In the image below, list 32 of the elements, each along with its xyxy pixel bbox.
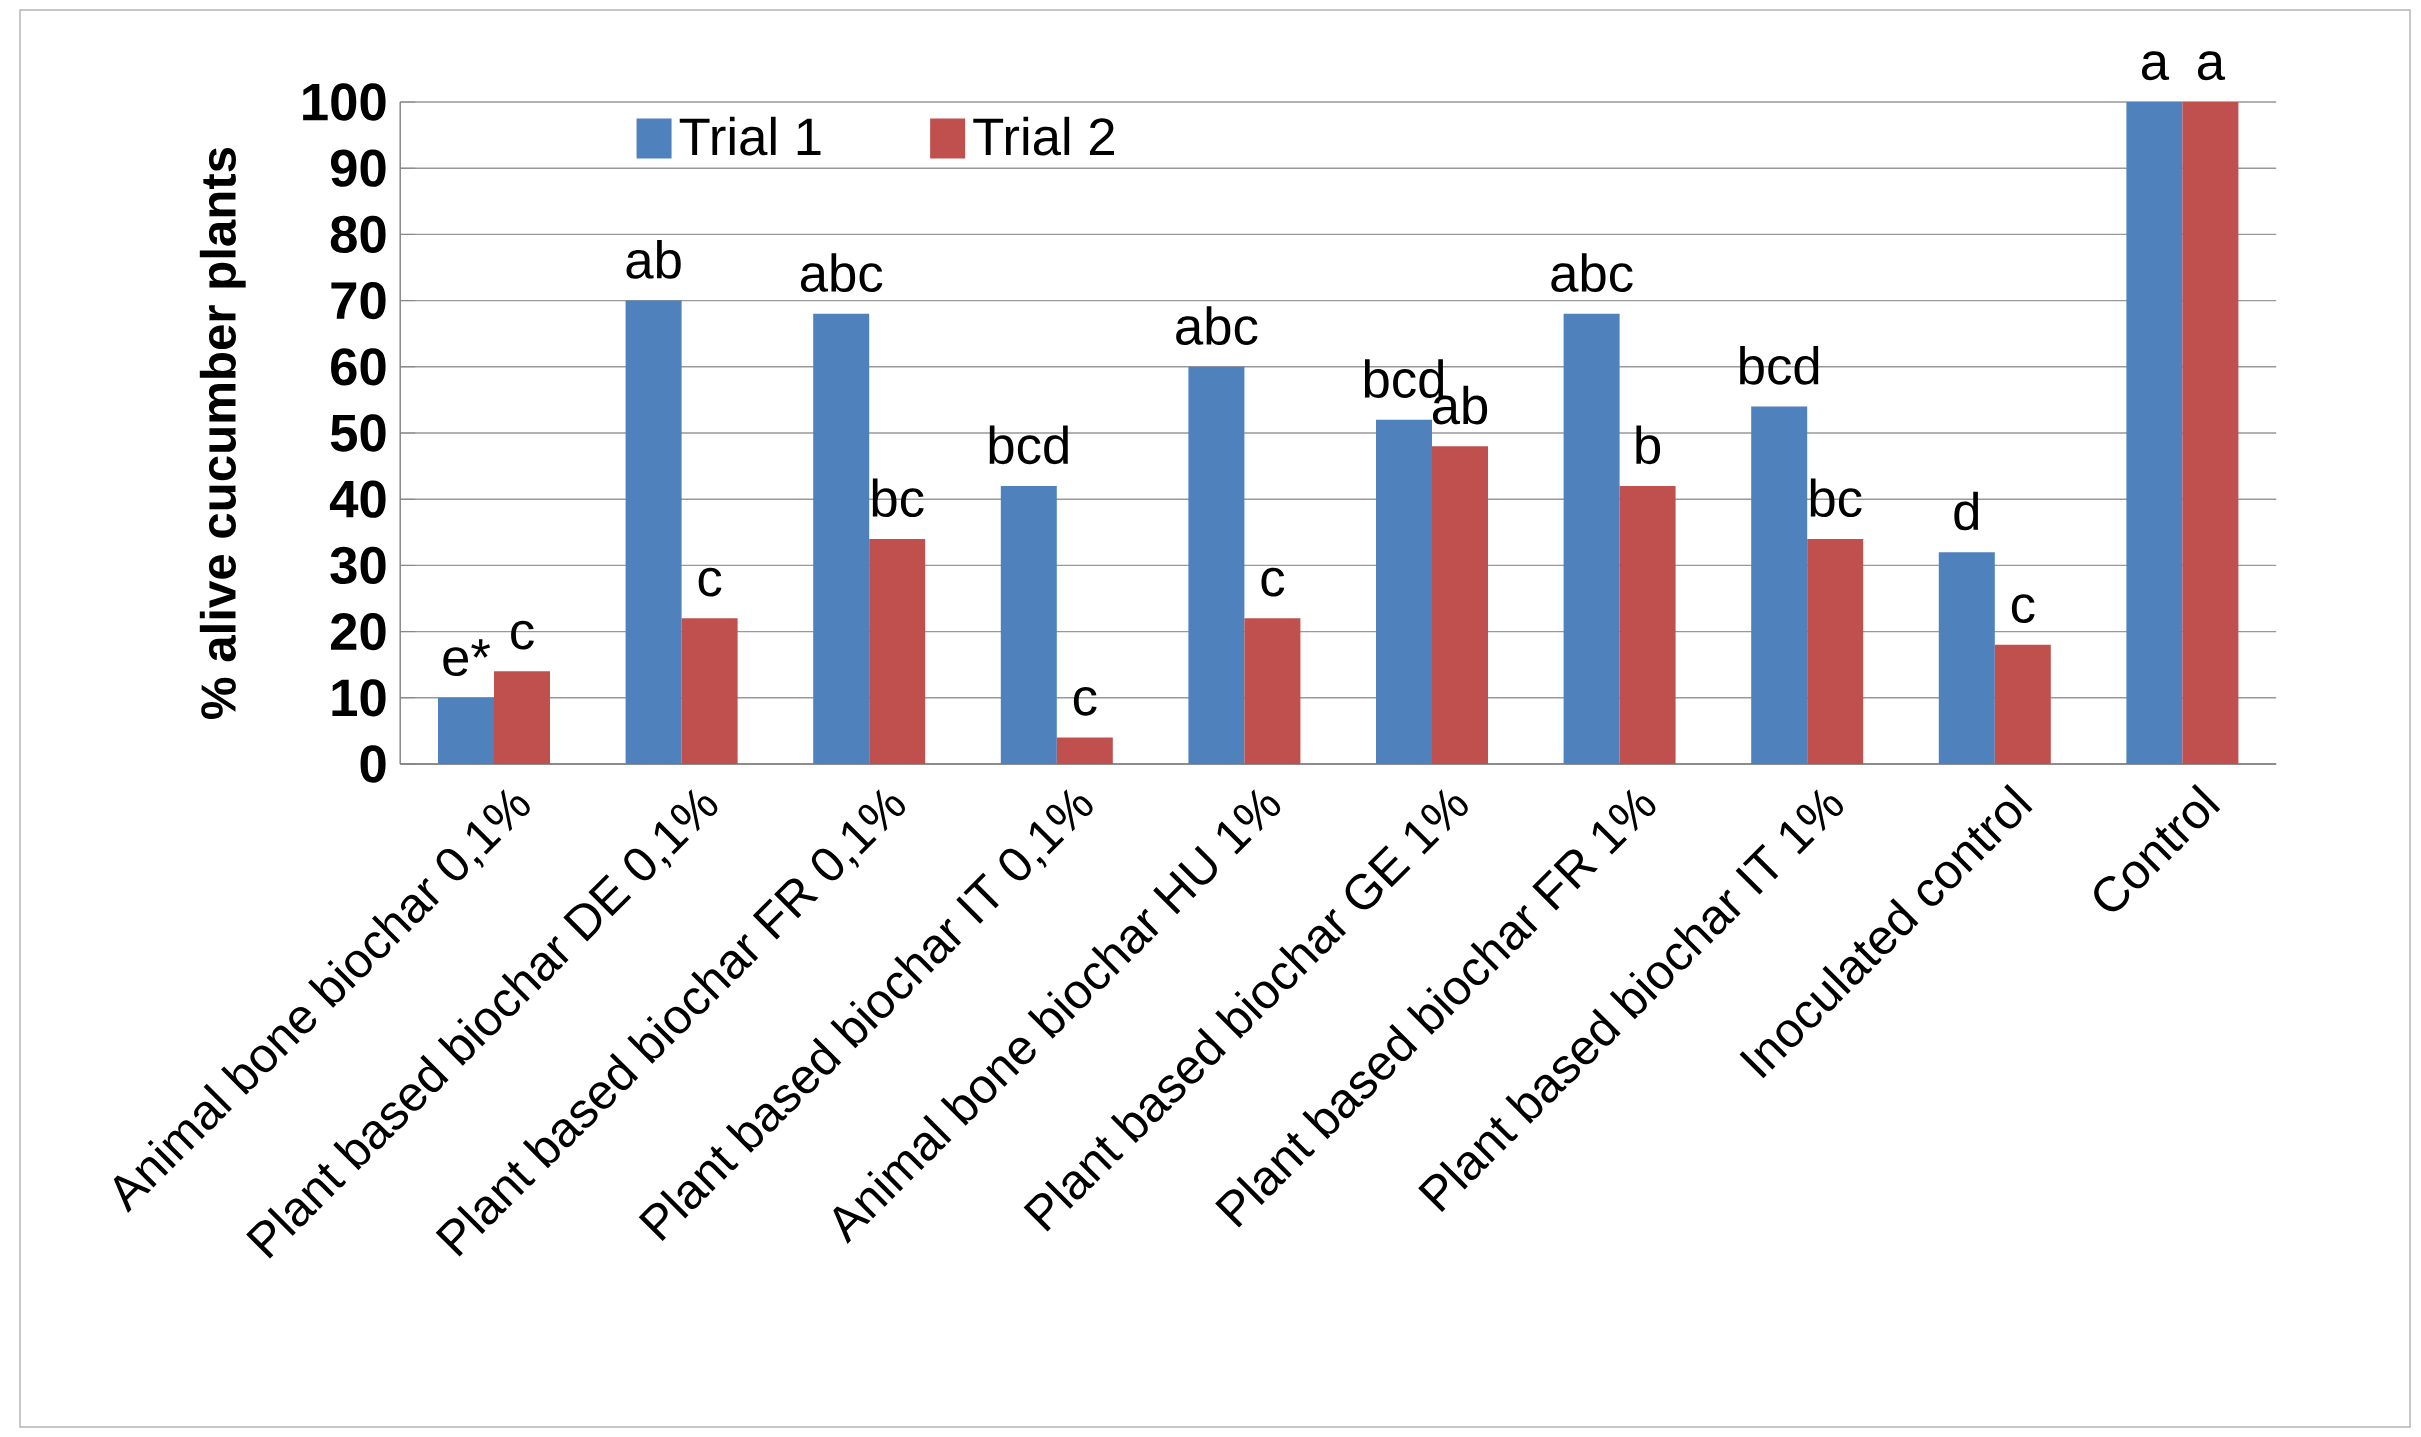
annotation: c: [2011, 594, 2035, 624]
y-tick-label: 90: [330, 149, 386, 187]
y-tick-label: 30: [330, 546, 386, 585]
annotation: b: [1636, 425, 1661, 465]
annotation: e*: [443, 639, 491, 676]
annotation: bcd: [989, 425, 1068, 465]
annotation: c: [1073, 686, 1097, 716]
annotation: abc: [1176, 306, 1258, 345]
text: a: [2198, 51, 2226, 81]
y-tick-label: 0: [360, 745, 386, 783]
y-tick-label: 80: [330, 215, 386, 254]
y-tick-label: 50: [330, 414, 386, 452]
text: a: [2142, 51, 2170, 81]
annotation: d: [1954, 491, 1979, 531]
y-tick-label: 20: [330, 612, 386, 651]
annotation: c: [1261, 567, 1285, 597]
y-axis-title: % alive cucumber plants: [199, 147, 246, 719]
annotation: c: [511, 620, 534, 650]
y-tick-label: 10: [332, 679, 386, 717]
annotation: abc: [800, 253, 883, 293]
annotation: bcd: [1740, 346, 1819, 385]
y-tick-label: 70: [331, 281, 386, 320]
legend-label: Trial 1: [679, 116, 821, 156]
y-tick-label: 60: [331, 348, 386, 386]
annotation: ab: [626, 240, 681, 279]
y-tick-label: 100: [303, 83, 386, 121]
legend-label: Trial 2: [973, 116, 1114, 156]
annotation: c: [698, 567, 722, 597]
annotation: abc: [1551, 253, 1633, 293]
annotation: bc: [1810, 478, 1862, 518]
annotation: bc: [872, 478, 924, 518]
y-tick-label: 40: [329, 480, 386, 518]
